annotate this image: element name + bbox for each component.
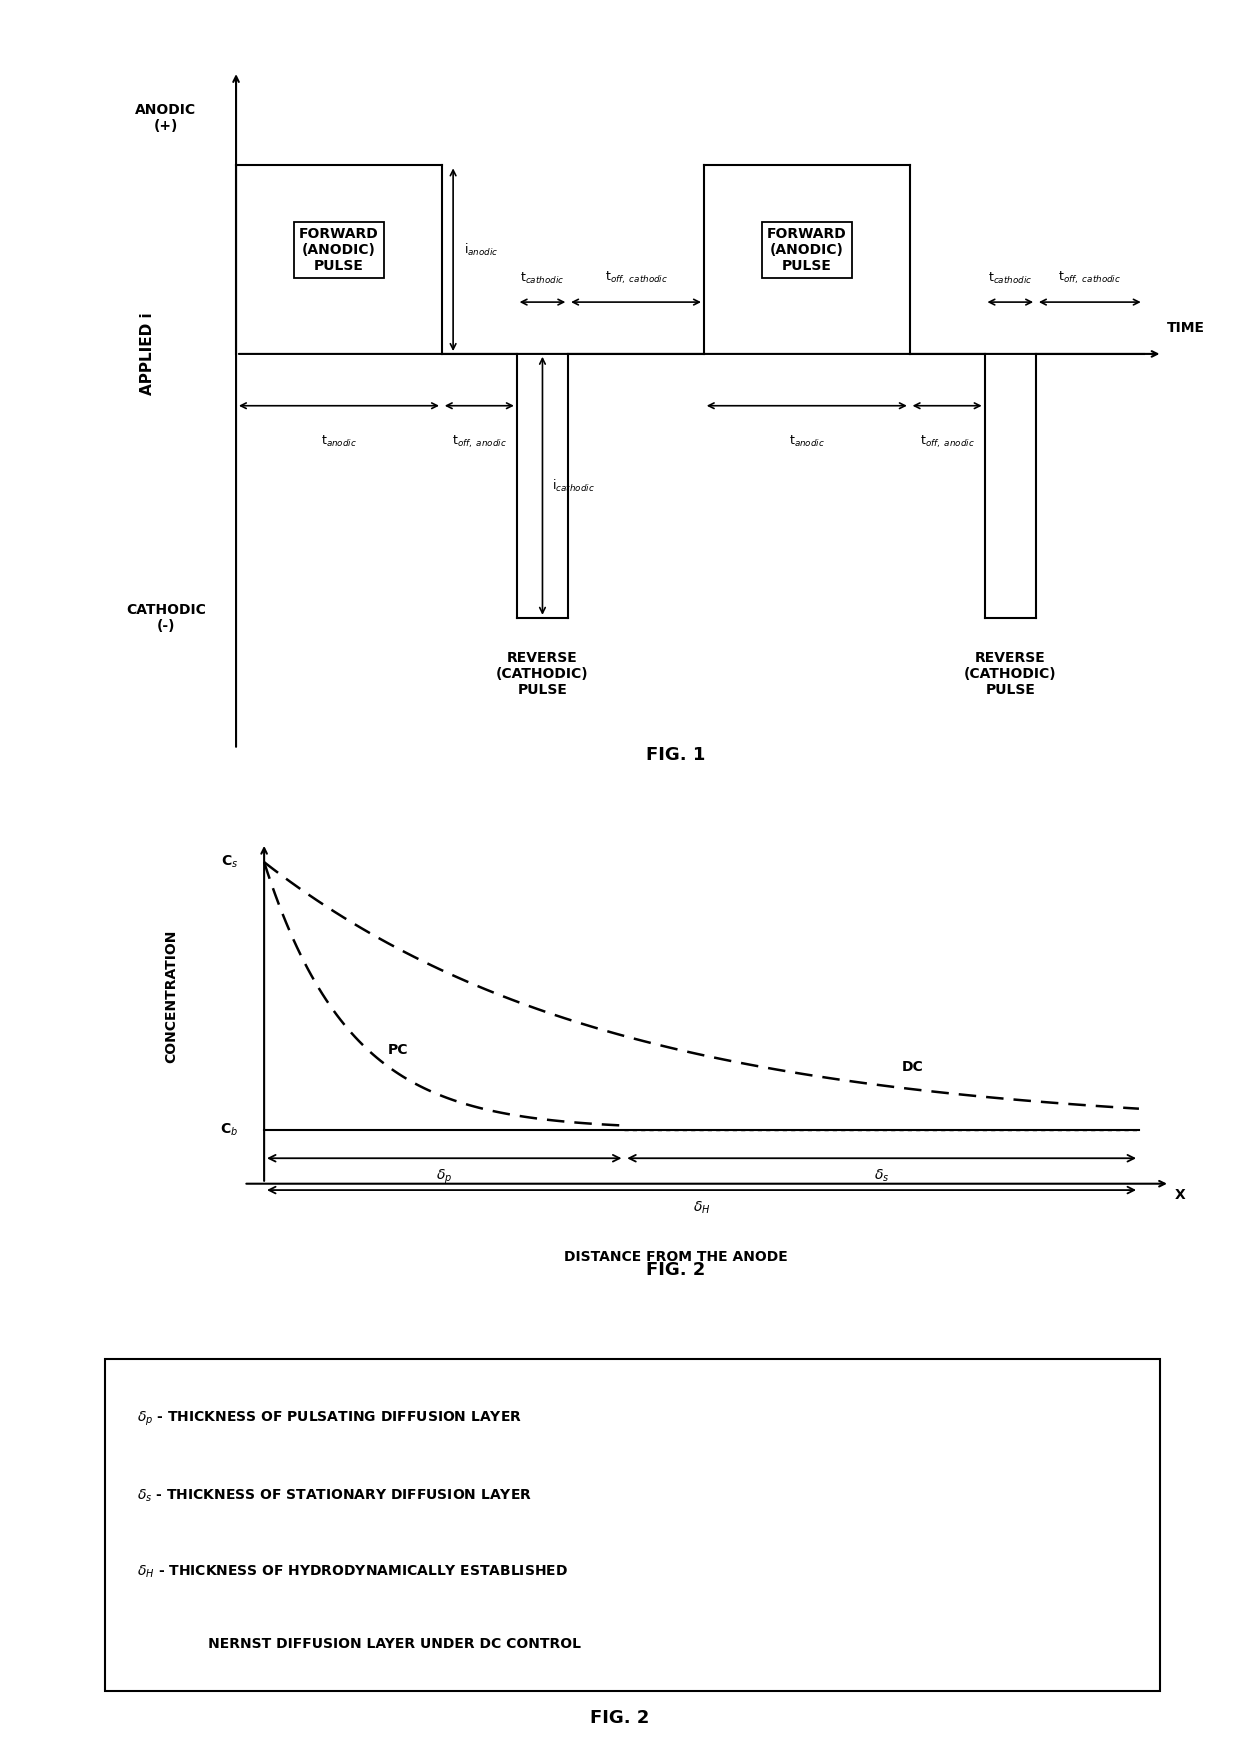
Text: t$_{anodic}$: t$_{anodic}$ (789, 434, 825, 449)
Text: FORWARD
(ANODIC)
PULSE: FORWARD (ANODIC) PULSE (766, 227, 847, 273)
Text: t$_{anodic}$: t$_{anodic}$ (321, 434, 357, 449)
Text: C$_s$: C$_s$ (221, 855, 238, 871)
Text: FORWARD
(ANODIC)
PULSE: FORWARD (ANODIC) PULSE (299, 227, 379, 273)
Text: t$_{off,\ anodic}$: t$_{off,\ anodic}$ (451, 434, 507, 451)
Text: t$_{cathodic}$: t$_{cathodic}$ (988, 271, 1033, 287)
Text: X: X (1176, 1187, 1185, 1201)
Text: PC: PC (388, 1044, 408, 1058)
Text: REVERSE
(CATHODIC)
PULSE: REVERSE (CATHODIC) PULSE (963, 650, 1056, 697)
Text: REVERSE
(CATHODIC)
PULSE: REVERSE (CATHODIC) PULSE (496, 650, 589, 697)
Text: $\delta_s$: $\delta_s$ (874, 1168, 889, 1183)
Text: ANODIC
(+): ANODIC (+) (135, 103, 196, 133)
Text: $\delta_s$ - THICKNESS OF STATIONARY DIFFUSION LAYER: $\delta_s$ - THICKNESS OF STATIONARY DIF… (136, 1488, 532, 1503)
Text: t$_{cathodic}$: t$_{cathodic}$ (521, 271, 564, 287)
Text: FIG. 1: FIG. 1 (646, 746, 706, 764)
Text: CATHODIC
(-): CATHODIC (-) (126, 603, 206, 633)
Text: t$_{off,\ anodic}$: t$_{off,\ anodic}$ (920, 434, 975, 451)
Text: DISTANCE FROM THE ANODE: DISTANCE FROM THE ANODE (564, 1250, 787, 1264)
Text: CONCENTRATION: CONCENTRATION (165, 930, 179, 1063)
Text: $\delta_p$: $\delta_p$ (436, 1168, 453, 1187)
Text: NERNST DIFFUSION LAYER UNDER DC CONTROL: NERNST DIFFUSION LAYER UNDER DC CONTROL (174, 1638, 580, 1652)
Text: $\delta_H$ - THICKNESS OF HYDRODYNAMICALLY ESTABLISHED: $\delta_H$ - THICKNESS OF HYDRODYNAMICAL… (136, 1564, 568, 1580)
Text: APPLIED i: APPLIED i (140, 313, 155, 395)
Text: FIG. 2: FIG. 2 (590, 1710, 650, 1727)
Text: TIME: TIME (1167, 320, 1205, 334)
Text: C$_b$: C$_b$ (221, 1122, 238, 1138)
FancyBboxPatch shape (104, 1358, 1161, 1692)
Text: FIG. 2: FIG. 2 (646, 1262, 706, 1280)
Text: $\delta_p$ - THICKNESS OF PULSATING DIFFUSION LAYER: $\delta_p$ - THICKNESS OF PULSATING DIFF… (136, 1409, 522, 1428)
Text: i$_{cathodic}$: i$_{cathodic}$ (552, 477, 595, 495)
Text: i$_{anodic}$: i$_{anodic}$ (464, 243, 498, 259)
Text: t$_{off,\ cathodic}$: t$_{off,\ cathodic}$ (1058, 269, 1121, 287)
Text: $\delta_H$: $\delta_H$ (693, 1199, 711, 1217)
Text: DC: DC (903, 1059, 924, 1073)
Text: t$_{off,\ cathodic}$: t$_{off,\ cathodic}$ (605, 269, 667, 287)
